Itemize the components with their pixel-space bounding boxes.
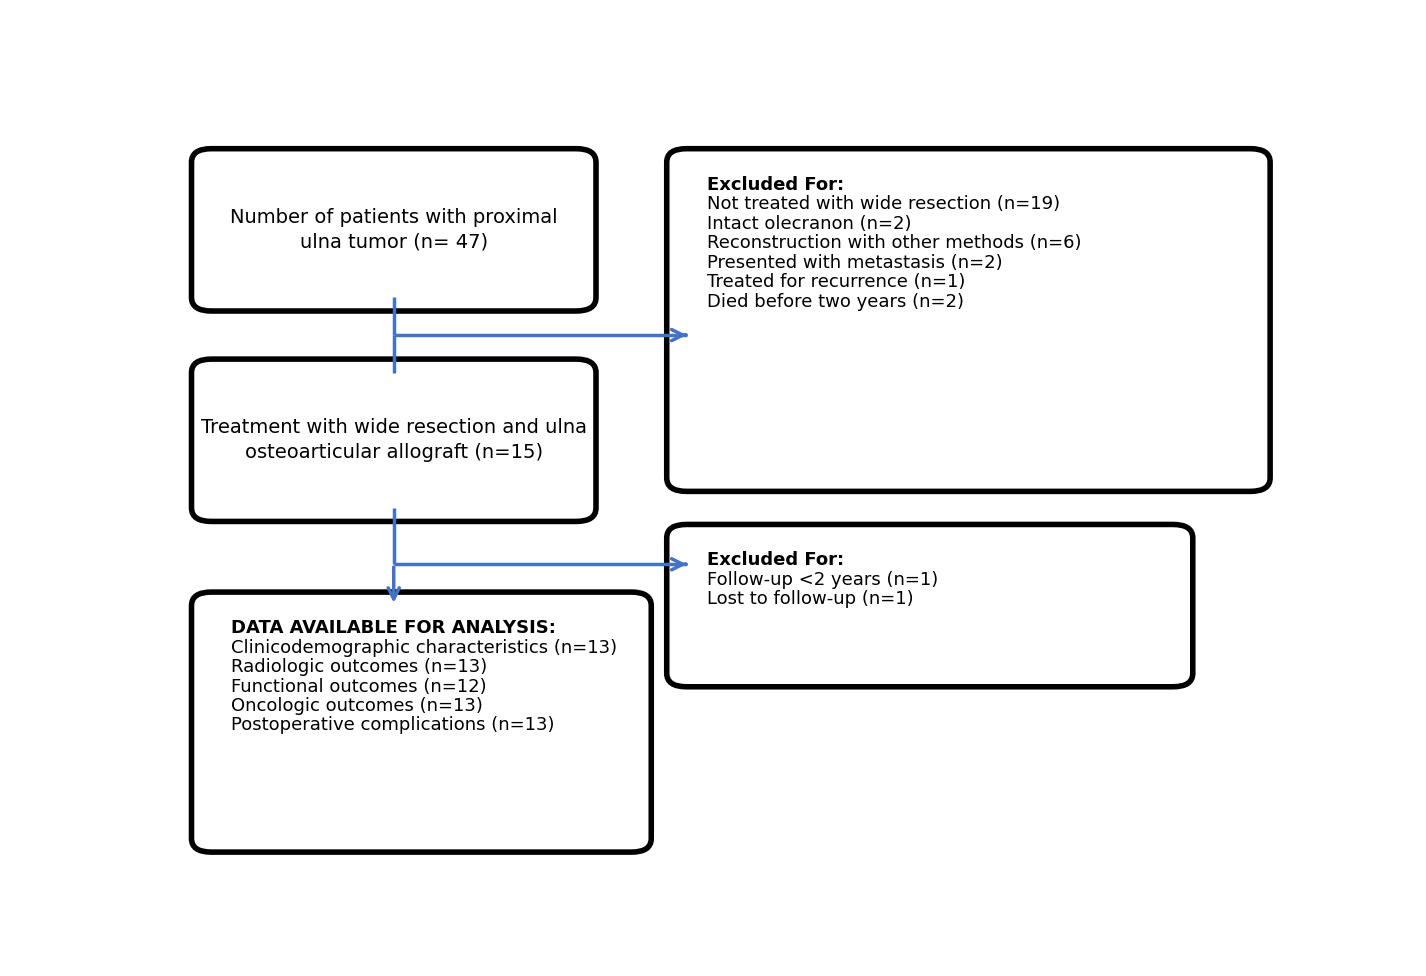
Text: Follow-up <2 years (n=1): Follow-up <2 years (n=1) xyxy=(706,571,938,589)
Text: Treated for recurrence (n=1): Treated for recurrence (n=1) xyxy=(706,273,965,291)
FancyBboxPatch shape xyxy=(667,148,1271,491)
FancyBboxPatch shape xyxy=(191,359,596,521)
Text: Presented with metastasis (n=2): Presented with metastasis (n=2) xyxy=(706,254,1002,271)
Text: Radiologic outcomes (n=13): Radiologic outcomes (n=13) xyxy=(231,658,488,676)
Text: Intact olecranon (n=2): Intact olecranon (n=2) xyxy=(706,215,911,232)
Text: DATA AVAILABLE FOR ANALYSIS:: DATA AVAILABLE FOR ANALYSIS: xyxy=(231,619,556,637)
Text: Excluded For:: Excluded For: xyxy=(706,176,844,194)
Text: Excluded For:: Excluded For: xyxy=(706,551,844,570)
Text: Clinicodemographic characteristics (n=13): Clinicodemographic characteristics (n=13… xyxy=(231,638,617,657)
Text: Number of patients with proximal
ulna tumor (n= 47): Number of patients with proximal ulna tu… xyxy=(230,208,558,252)
Text: Died before two years (n=2): Died before two years (n=2) xyxy=(706,293,964,310)
Text: Oncologic outcomes (n=13): Oncologic outcomes (n=13) xyxy=(231,697,483,715)
FancyBboxPatch shape xyxy=(667,524,1192,687)
Text: Reconstruction with other methods (n=6): Reconstruction with other methods (n=6) xyxy=(706,234,1081,252)
Text: Postoperative complications (n=13): Postoperative complications (n=13) xyxy=(231,716,555,735)
Text: Not treated with wide resection (n=19): Not treated with wide resection (n=19) xyxy=(706,195,1060,213)
Text: Lost to follow-up (n=1): Lost to follow-up (n=1) xyxy=(706,590,913,608)
FancyBboxPatch shape xyxy=(191,592,652,852)
Text: Treatment with wide resection and ulna
osteoarticular allograft (n=15): Treatment with wide resection and ulna o… xyxy=(201,419,586,463)
FancyBboxPatch shape xyxy=(191,148,596,311)
Text: Functional outcomes (n=12): Functional outcomes (n=12) xyxy=(231,677,486,696)
